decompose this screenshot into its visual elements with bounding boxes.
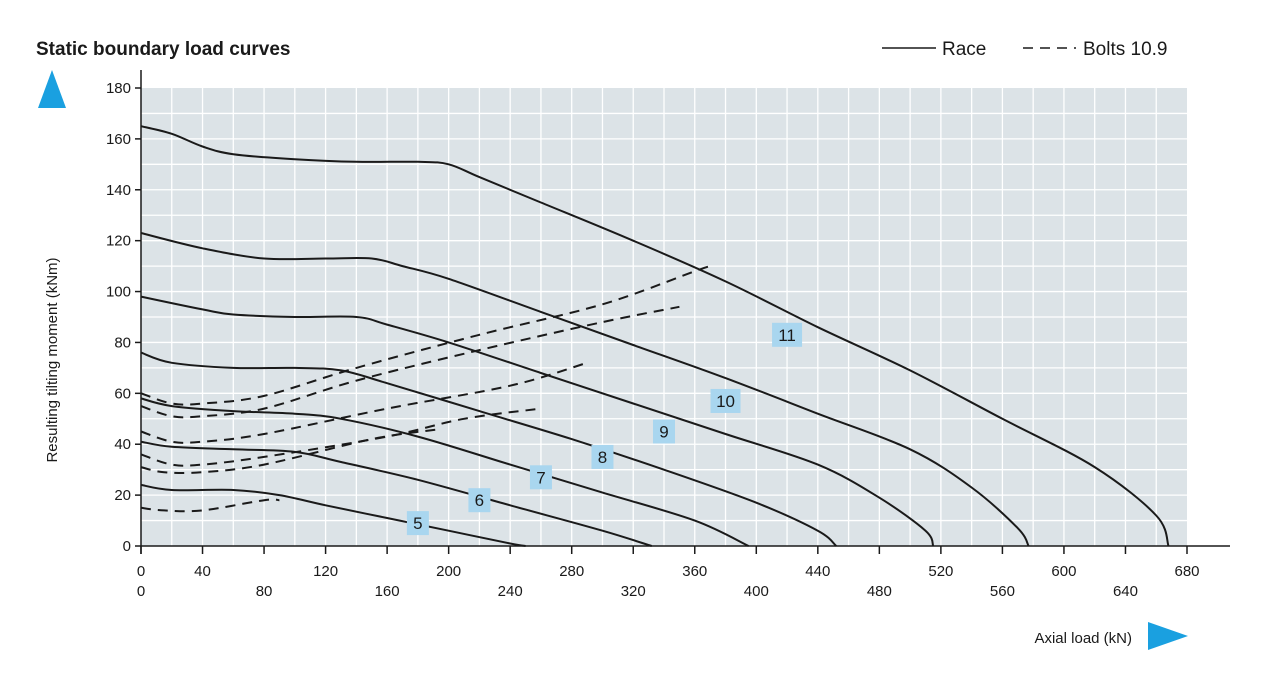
x-tick-label: 200 xyxy=(436,563,461,580)
curve-label-box xyxy=(591,444,614,469)
curve-label-6: 6 xyxy=(468,488,491,513)
x-tick-label: 680 xyxy=(1174,563,1199,580)
y-tick-label: 180 xyxy=(106,80,131,97)
curve-label-text: 11 xyxy=(778,326,796,345)
x-tick-label: 160 xyxy=(375,583,400,600)
curve-label-8: 8 xyxy=(591,444,614,469)
x-tick-label: 560 xyxy=(990,583,1015,600)
curve-label-box xyxy=(468,488,491,513)
curve-labels: 5 6 7 8 9 10 11 xyxy=(406,322,803,536)
x-tick-label: 240 xyxy=(498,583,523,600)
y-tick-label: 120 xyxy=(106,233,131,250)
curve-label-box xyxy=(653,419,675,444)
x-tick-label: 600 xyxy=(1051,563,1076,580)
x-tick-label: 440 xyxy=(805,563,830,580)
y-tick-label: 80 xyxy=(114,334,131,351)
curve-label-box xyxy=(406,511,429,536)
bolt-curve-7 xyxy=(140,407,542,467)
y-axis-label: Resulting tilting moment (kNm) xyxy=(44,257,61,462)
y-tick-label: 100 xyxy=(106,284,131,301)
curve-label-box xyxy=(772,322,803,347)
race-curve-10 xyxy=(140,232,1030,547)
y-tick-label: 140 xyxy=(106,182,131,199)
x-tick-label: 520 xyxy=(928,563,953,580)
curve-label-box xyxy=(529,465,552,490)
race-curve-6 xyxy=(140,440,652,547)
y-tick-label: 40 xyxy=(114,436,131,453)
y-tick-label: 20 xyxy=(114,487,131,504)
x-tick-label: 280 xyxy=(559,563,584,580)
curve-label-text: 8 xyxy=(598,448,607,467)
race-curve-9 xyxy=(140,295,935,547)
curve-label-7: 7 xyxy=(529,465,552,490)
x-tick-label: 320 xyxy=(621,583,646,600)
race-curve-8 xyxy=(140,351,837,547)
chart-title: Static boundary load curves xyxy=(36,39,290,60)
x-axis-label: Axial load (kN) xyxy=(1034,630,1132,647)
curve-label-5: 5 xyxy=(406,511,429,536)
curve-label-text: 7 xyxy=(536,468,545,487)
x-tick-label: 480 xyxy=(867,583,892,600)
x-tick-label: 0 xyxy=(137,583,145,600)
curve-label-box xyxy=(710,388,741,413)
y-tick-label: 0 xyxy=(123,538,131,555)
x-tick-label: 0 xyxy=(137,563,145,580)
x-tick-label: 40 xyxy=(194,563,211,580)
race-curve-11 xyxy=(140,125,1170,547)
y-tick-label: 160 xyxy=(106,131,131,148)
legend: Race Bolts 10.9 xyxy=(882,39,1168,60)
x-tick-label: 80 xyxy=(256,583,273,600)
race-curve-5 xyxy=(140,483,526,547)
axes xyxy=(140,70,1230,547)
x-tick-label: 400 xyxy=(744,583,769,600)
y-axis-arrow-icon xyxy=(38,70,66,108)
race-curves xyxy=(140,125,1170,547)
bolt-curve-9 xyxy=(140,305,680,419)
x-tick-label: 360 xyxy=(682,563,707,580)
curve-label-text: 5 xyxy=(413,514,422,533)
y-tick-label: 60 xyxy=(114,385,131,402)
race-curve-7 xyxy=(140,397,750,547)
legend-bolts-label: Bolts 10.9 xyxy=(1083,39,1168,60)
curve-label-text: 6 xyxy=(475,491,484,510)
curve-label-11: 11 xyxy=(772,322,803,347)
curve-label-text: 10 xyxy=(716,392,735,411)
x-tick-label: 120 xyxy=(313,563,338,580)
curve-label-text: 9 xyxy=(659,423,668,442)
bolt-curves xyxy=(140,265,711,513)
curve-label-9: 9 xyxy=(653,419,675,444)
legend-race-label: Race xyxy=(942,39,986,60)
bolt-curve-8 xyxy=(140,361,588,444)
curve-label-10: 10 xyxy=(710,388,741,413)
x-axis-arrow-icon xyxy=(1148,622,1188,650)
x-tick-label: 640 xyxy=(1113,583,1138,600)
